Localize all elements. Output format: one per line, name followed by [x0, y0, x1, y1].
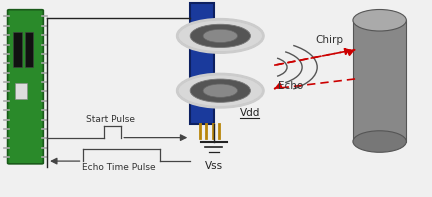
Text: Echo: Echo — [279, 81, 304, 91]
Ellipse shape — [190, 24, 251, 47]
Text: Echo Time Pulse: Echo Time Pulse — [83, 163, 156, 172]
Bar — [15, 83, 27, 98]
Ellipse shape — [353, 131, 407, 152]
Ellipse shape — [177, 74, 264, 107]
Bar — [13, 32, 22, 67]
FancyBboxPatch shape — [8, 10, 43, 164]
Text: Start Pulse: Start Pulse — [86, 115, 135, 124]
Ellipse shape — [203, 84, 238, 97]
Bar — [353, 20, 407, 141]
Ellipse shape — [203, 29, 238, 43]
Bar — [190, 3, 214, 124]
Ellipse shape — [190, 79, 251, 102]
Text: Vdd: Vdd — [240, 108, 260, 118]
Ellipse shape — [177, 19, 264, 53]
Bar — [25, 32, 33, 67]
Text: Vss: Vss — [205, 161, 223, 171]
Ellipse shape — [353, 9, 407, 31]
Text: Chirp: Chirp — [315, 35, 343, 45]
